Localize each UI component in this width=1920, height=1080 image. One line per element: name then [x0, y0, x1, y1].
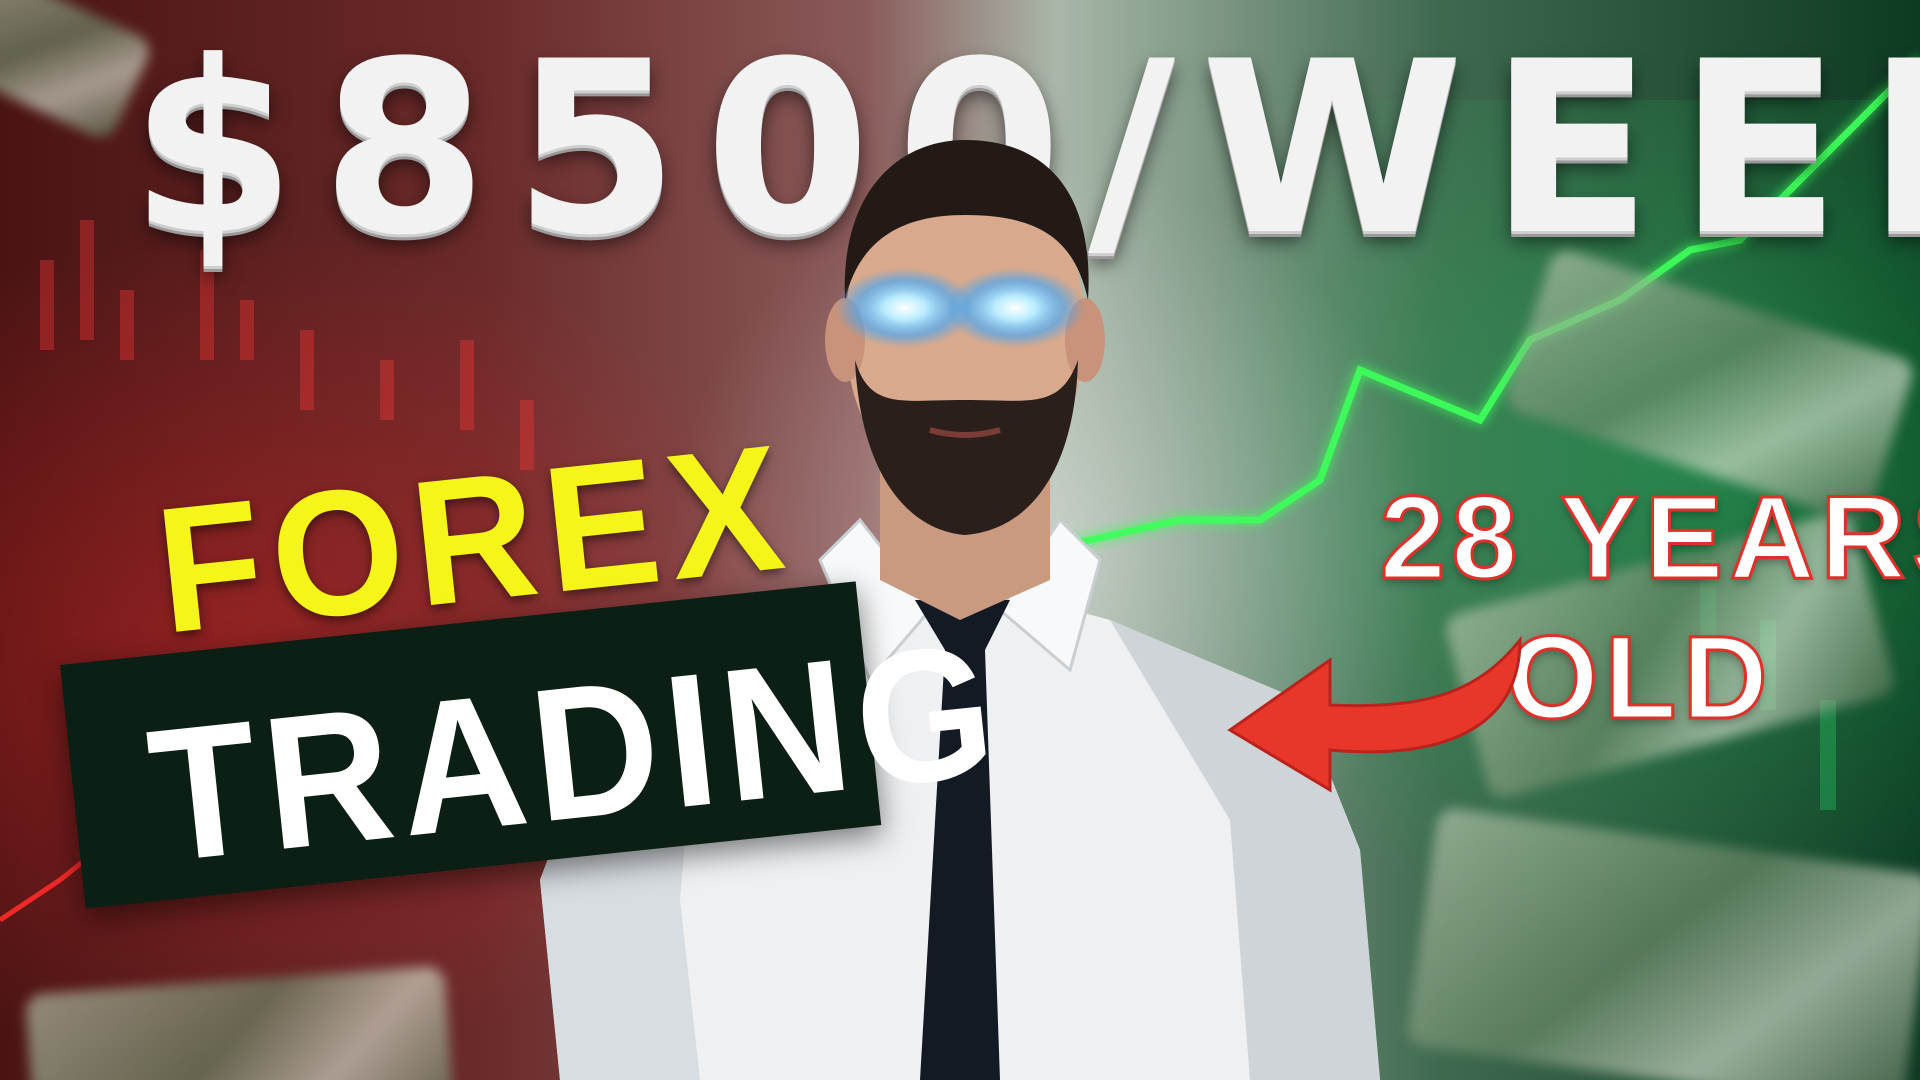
candle — [40, 260, 54, 350]
age-label: 28 YEARS OLD — [1379, 468, 1920, 748]
up-trend-line — [999, 57, 1920, 564]
candle — [120, 290, 134, 360]
glowing-eye — [945, 268, 1085, 348]
beard — [855, 360, 1078, 535]
mouth — [929, 427, 1001, 438]
candle — [300, 330, 314, 410]
candle — [520, 400, 534, 470]
age-line2: OLD — [1505, 611, 1774, 746]
glowing-eye — [835, 268, 975, 348]
candle — [200, 250, 214, 360]
hair — [844, 140, 1089, 300]
curved-arrow-icon — [1227, 635, 1522, 793]
candle — [460, 340, 474, 430]
tie — [915, 600, 1010, 1080]
candle — [380, 360, 394, 420]
candle — [240, 300, 254, 360]
candle — [80, 220, 94, 340]
candle — [1820, 700, 1836, 810]
age-line1: 28 YEARS — [1379, 471, 1920, 606]
